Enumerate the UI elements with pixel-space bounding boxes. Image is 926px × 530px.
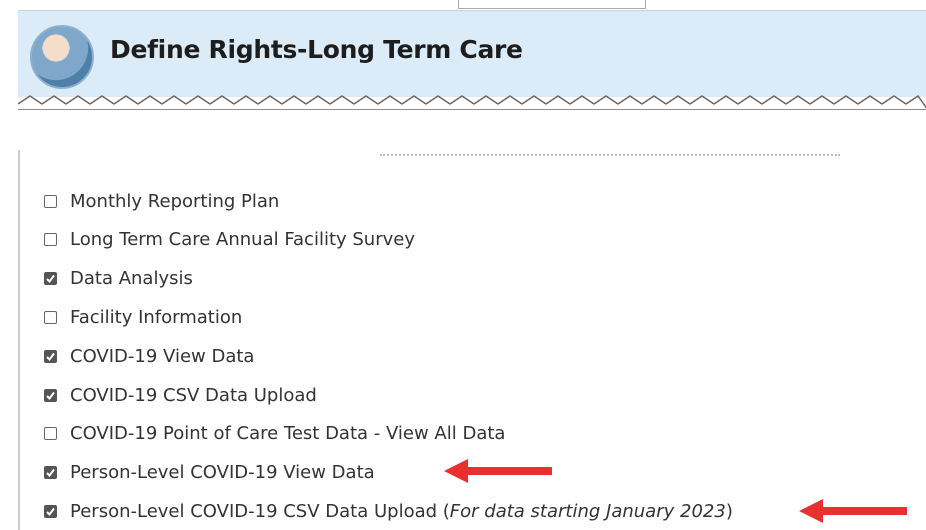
checkbox-item: Long Term Care Annual Facility Survey (44, 228, 415, 252)
checkbox-item: Monthly Reporting Plan (44, 189, 279, 213)
item-label: Person-Level COVID-19 CSV Data Upload ( (70, 501, 450, 522)
item-label: Long Term Care Annual Facility Survey (70, 229, 415, 250)
checkbox-item: Person-Level COVID-19 View Data (44, 461, 375, 485)
top-frame (458, 0, 646, 9)
item-label: Person-Level COVID-19 View Data (70, 462, 375, 483)
item-label: COVID-19 CSV Data Upload (70, 385, 317, 406)
checkbox[interactable] (44, 272, 57, 285)
checkbox-item: Person-Level COVID-19 CSV Data Upload (F… (44, 499, 733, 523)
annotation-arrow (795, 496, 915, 526)
torn-edge (18, 92, 926, 110)
checkbox[interactable] (44, 389, 57, 402)
item-label: Facility Information (70, 307, 242, 328)
checkbox[interactable] (44, 427, 57, 440)
checkbox[interactable] (44, 466, 57, 479)
item-label: COVID-19 View Data (70, 346, 254, 367)
checkbox-item: COVID-19 Point of Care Test Data - View … (44, 422, 505, 446)
checkbox-item: COVID-19 CSV Data Upload (44, 383, 317, 407)
item-label-end: ) (726, 501, 733, 522)
checkbox[interactable] (44, 505, 57, 518)
checkbox[interactable] (44, 350, 57, 363)
header: Define Rights-Long Term Care (18, 10, 926, 97)
item-label: Monthly Reporting Plan (70, 191, 279, 212)
checkbox[interactable] (44, 233, 57, 246)
page: Define Rights-Long Term Care Monthly Rep… (0, 0, 926, 528)
checkbox-item: Data Analysis (44, 267, 193, 291)
checkbox-item: COVID-19 View Data (44, 344, 254, 368)
item-note: For data starting January 2023 (450, 501, 726, 522)
page-title: Define Rights-Long Term Care (110, 35, 523, 64)
header-icon (30, 25, 94, 89)
checkbox[interactable] (44, 195, 57, 208)
checkbox[interactable] (44, 311, 57, 324)
item-label: COVID-19 Point of Care Test Data - View … (70, 423, 505, 444)
annotation-arrow (440, 456, 560, 486)
checkbox-item: Facility Information (44, 305, 242, 329)
item-label: Data Analysis (70, 268, 193, 289)
